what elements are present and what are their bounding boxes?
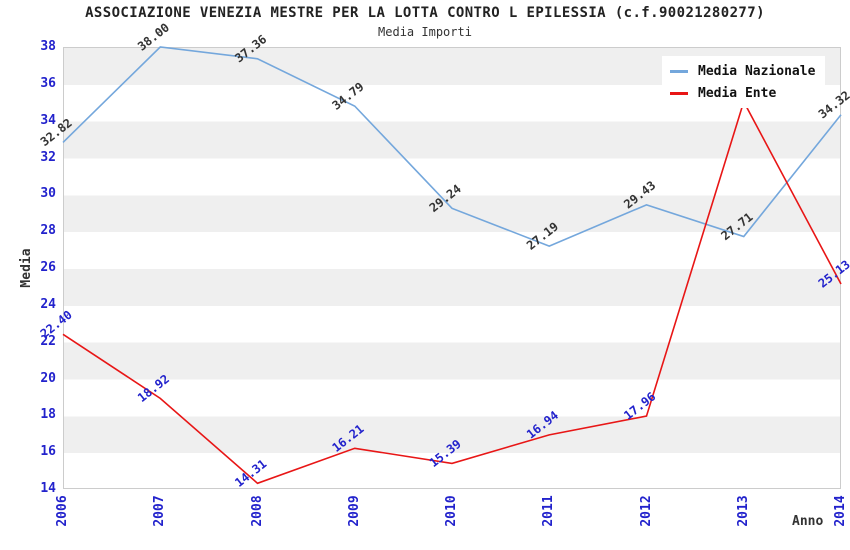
y-tick-label: 24 [40,296,56,312]
legend-item-media-nazionale: Media Nazionale [670,60,815,82]
blue-line-swatch-icon [670,69,688,73]
y-tick-label: 34 [40,112,56,128]
y-tick-label: 38 [40,39,56,54]
y-tick-label: 22 [40,333,56,349]
x-axis-title: Anno [792,514,824,529]
x-tick-label: 2007 [152,495,168,527]
x-tick-label: 2010 [444,495,459,527]
x-tick-label: 2011 [541,495,557,527]
y-tick-label: 28 [40,223,56,239]
plot-area [63,47,841,489]
y-tick-label: 36 [40,75,56,91]
x-tick-label: 2013 [735,495,751,527]
red-line-swatch-icon [670,91,688,95]
x-tick-label: 2014 [833,495,848,527]
chart-subtitle: Media Importi [378,25,472,39]
x-tick-label: 2012 [638,495,654,527]
y-tick-label: 20 [40,370,56,386]
y-tick-label: 30 [40,186,56,202]
legend: Media Nazionale Media Ente [662,56,826,108]
x-tick-label: 2009 [346,495,362,527]
legend-label: Media Nazionale [698,63,816,79]
y-tick-label: 16 [40,444,56,460]
legend-label: Media Ente [698,85,777,101]
y-tick-label: 32 [40,149,56,165]
legend-item-media-ente: Media Ente [670,82,815,104]
y-tick-label: 26 [40,260,56,275]
y-tick-label: 18 [40,407,56,423]
chart-title: ASSOCIAZIONE VENEZIA MESTRE PER LA LOTTA… [85,5,765,21]
y-tick-label: 14 [40,481,56,496]
x-tick-label: 2006 [55,495,70,527]
x-tick-label: 2008 [249,495,265,527]
